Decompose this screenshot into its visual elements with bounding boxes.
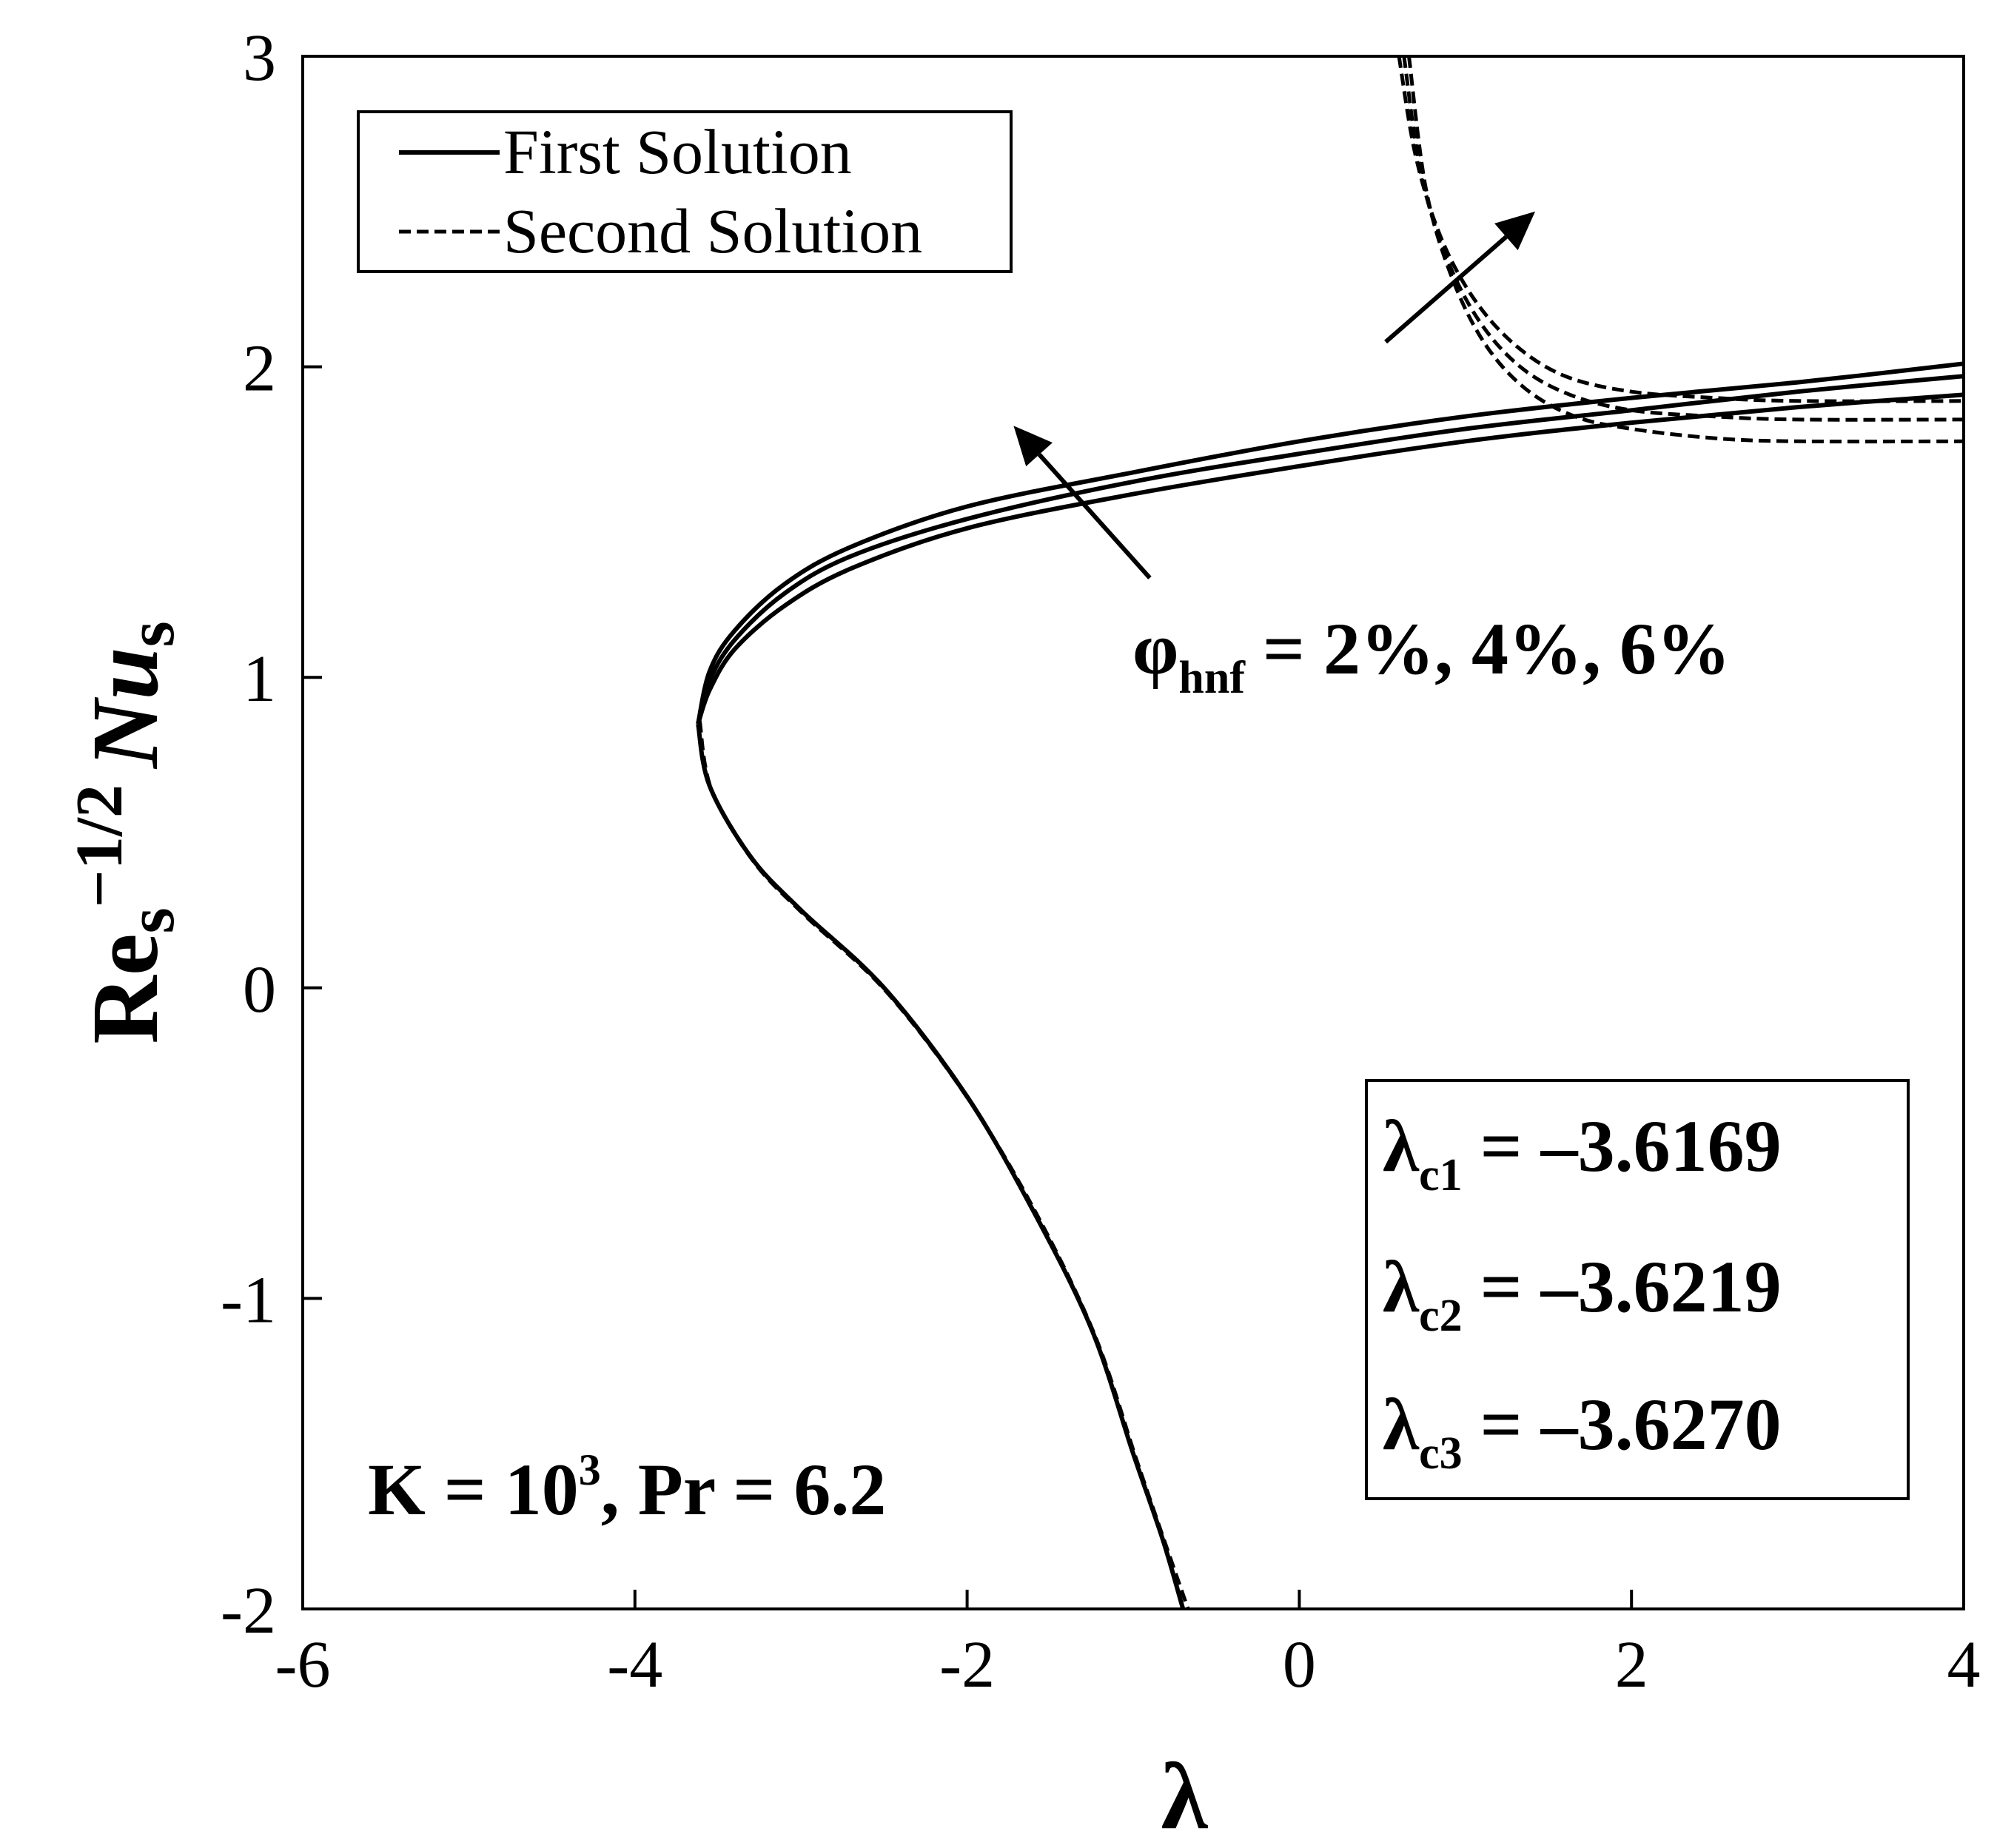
legend-first-label: First Solution (503, 116, 852, 187)
y-title-sub2: s (115, 621, 188, 647)
ticks-layer: -6 -4 -2 0 2 4 -2 -1 0 1 2 3 (221, 21, 1980, 1701)
k-text: K = 10 (368, 1448, 579, 1531)
curves-layer (696, 56, 1964, 1610)
y-tick-label: 2 (243, 332, 276, 406)
critical-value-1: λc1 = –3.6169 (1383, 1105, 1782, 1200)
y-tick-label: 0 (243, 953, 276, 1027)
series-line-second-dashed-6 (1402, 56, 1964, 422)
series-line-first-solid-1 (696, 374, 1964, 725)
arrows-layer (1013, 211, 1536, 579)
critical-values-box: λc1 = –3.6169 λc2 = –3.6219 λc3 = –3.6270 (1365, 1079, 1910, 1500)
critical-value-2: λc2 = –3.6219 (1383, 1246, 1782, 1341)
k-pr-annotation: K = 103, Pr = 6.2 (368, 1445, 886, 1531)
series-line-lower-dashed-4 (697, 720, 1190, 1610)
x-tick-label: 2 (1615, 1628, 1648, 1701)
phi-values: = 2%, 4%, 6% (1263, 608, 1731, 690)
lambda-c1-sub: c1 (1419, 1150, 1463, 1200)
x-axis-title: λ (1161, 1744, 1209, 1848)
plot-frame (301, 55, 1965, 1610)
series-line-second-dashed-7 (1407, 56, 1964, 444)
y-title-nu: Nu (73, 647, 178, 770)
lambda-c3-value: = –3.6270 (1480, 1383, 1782, 1465)
lambda-c1-symbol: λ (1383, 1105, 1420, 1187)
lambda-c2-value: = –3.6219 (1480, 1246, 1782, 1328)
critical-value-3: λc3 = –3.6270 (1383, 1383, 1782, 1479)
y-axis-title: Res−1/2Nus (63, 621, 188, 1044)
legend-second-label: Second Solution (503, 195, 922, 266)
lambda-c2-sub: c2 (1419, 1291, 1463, 1341)
y-tick-label: -2 (221, 1574, 276, 1647)
arrow-head-0 (1013, 426, 1053, 467)
x-tick-label: -6 (275, 1628, 331, 1701)
phi-annotation: φhnf = 2%, 4%, 6% (1132, 608, 1731, 703)
y-tick-label: 3 (243, 21, 276, 95)
critical-box-frame (1365, 1079, 1910, 1500)
legend-box (357, 110, 1013, 273)
legend: First Solution Second Solution (357, 110, 1013, 273)
lambda-c3-symbol: λ (1383, 1383, 1420, 1465)
x-tick-label: 4 (1947, 1628, 1981, 1701)
x-tick-label: -2 (939, 1628, 995, 1701)
arrow-head-1 (1494, 211, 1536, 251)
y-title-re: Re (73, 933, 178, 1044)
arrow-shaft-1 (1384, 235, 1508, 344)
x-tick-label: -4 (607, 1628, 662, 1701)
y-tick-label: -1 (221, 1263, 276, 1337)
y-title-sup: −1/2 (63, 784, 136, 907)
arrow-shaft-0 (1037, 453, 1152, 579)
series-line-first-solid-2 (696, 392, 1964, 725)
lambda-c1-value: = –3.6169 (1480, 1105, 1782, 1187)
phi-subscript: hnf (1178, 653, 1246, 703)
series-line-first-solid-0 (696, 361, 1964, 725)
pr-text: , Pr = 6.2 (601, 1448, 887, 1531)
lambda-c2-symbol: λ (1383, 1246, 1420, 1328)
y-tick-label: 1 (243, 642, 276, 716)
y-title-sub1: s (115, 907, 188, 933)
series-line-second-dashed-5 (1397, 56, 1964, 403)
k-exponent: 3 (579, 1445, 601, 1494)
phi-symbol: φ (1132, 608, 1178, 690)
x-tick-label: 0 (1283, 1628, 1316, 1701)
lambda-c3-sub: c3 (1419, 1428, 1463, 1479)
